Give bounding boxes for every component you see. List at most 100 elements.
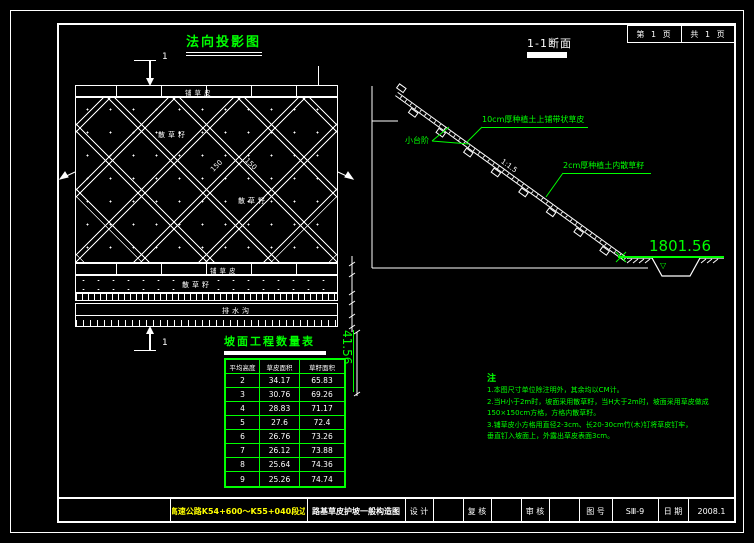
- notes-heading: 注: [487, 374, 497, 384]
- titleblock-divider: [307, 499, 308, 523]
- cell: 8: [226, 458, 260, 471]
- table-row: 2 34.17 65.83: [226, 374, 344, 388]
- seed-soil-label: 2cm厚种植土内散草籽: [563, 161, 645, 170]
- masonry-band-2: [75, 316, 338, 327]
- cell: 4: [226, 402, 260, 415]
- cut-number-bottom: 1: [162, 338, 168, 348]
- review-label: 审 核: [525, 506, 545, 516]
- section-title: 1-1断面: [527, 37, 572, 50]
- ditch-strip: [75, 303, 338, 316]
- titleblock-top-line: [59, 497, 734, 499]
- col-header: 草皮面积: [260, 360, 300, 373]
- section-title-bar: [527, 52, 567, 58]
- cell: 74.74: [311, 474, 333, 484]
- outer-border: [10, 10, 744, 533]
- note-line: 2.当H小于2m时，坡面采用散草籽，当H大于2m时，坡面采用草皮做成: [487, 398, 709, 406]
- titleblock-divider: [579, 499, 580, 523]
- quantity-table: 平均高度 草皮面积 草籽面积 2 34.17 65.83 3 30.76 69.…: [224, 358, 346, 488]
- sod-label-underline: [482, 127, 588, 128]
- cut-tick-top: [149, 60, 151, 80]
- quantity-table-title: 坡面工程数量表: [224, 335, 315, 348]
- drawing-title: 路基草皮护坡一般构造图: [312, 506, 400, 516]
- dim-tick: [318, 66, 319, 86]
- table-row: 6 26.76 73.26: [226, 430, 344, 444]
- seed-label-2: 散草籽: [238, 197, 268, 205]
- titleblock-divider: [612, 499, 613, 523]
- cell: 65.83: [311, 376, 333, 385]
- grass-strip-label: 铺草皮: [210, 267, 239, 275]
- date-label: 日 期: [663, 506, 683, 516]
- table-row: 5 27.6 72.4: [226, 416, 344, 430]
- cell: 9: [226, 472, 260, 486]
- masonry-band-1: [75, 293, 338, 301]
- inner-border: [57, 23, 736, 523]
- table-row: 8 25.64 74.36: [226, 458, 344, 472]
- seed-label-1: 散草籽: [158, 131, 188, 139]
- cell: 69.26: [311, 390, 333, 399]
- cell: 25.26: [260, 472, 300, 486]
- cell: 6: [226, 430, 260, 443]
- note-line: 1.本图尺寸单位除注明外，其余均以CM计。: [487, 386, 624, 394]
- figure-number-label: 图 号: [586, 506, 605, 516]
- cell: 27.6: [260, 416, 300, 429]
- titleblock-divider: [688, 499, 689, 523]
- cut-tick-bottom: [149, 332, 151, 350]
- titleblock-divider: [433, 499, 434, 523]
- cell: 30.76: [260, 388, 300, 401]
- cell: 71.17: [311, 404, 333, 413]
- grass-strip-top: [75, 85, 338, 97]
- cell: 25.64: [260, 458, 300, 471]
- col-header: 平均高度: [226, 360, 260, 373]
- cell: 74.36: [311, 460, 333, 469]
- page-number-cell: 第 1 页: [636, 29, 673, 39]
- cell: 34.17: [260, 374, 300, 387]
- ditch-strip-label: 排水沟: [222, 307, 252, 315]
- page-number-table: 第 1 页 共 1 页: [627, 25, 736, 43]
- date-value: 2008.1: [697, 506, 726, 516]
- col-header: 草籽面积: [309, 363, 335, 372]
- seed-label-underline: [563, 173, 651, 174]
- cell: 26.12: [260, 444, 300, 457]
- page-total-cell: 共 1 页: [681, 26, 735, 42]
- grass-strip: [75, 263, 338, 275]
- diamond-lattice: [75, 97, 338, 263]
- cell: 7: [226, 444, 260, 457]
- level-symbol-icon: ▽: [660, 261, 667, 270]
- cut-line-bottom: [134, 350, 156, 351]
- sod-label: 10cm厚种植土上铺带状草皮: [482, 115, 585, 124]
- cell: 3: [226, 388, 260, 401]
- project-name: 某高速公路K54+600～K55+040段边坡: [172, 506, 305, 516]
- cut-line-top: [134, 60, 156, 61]
- design-label: 设 计: [409, 506, 429, 516]
- grass-strip-top-label: 铺草皮: [185, 89, 214, 97]
- cell: 73.26: [311, 432, 333, 441]
- titleblock-divider: [491, 499, 492, 523]
- projection-title: 法向投影图: [186, 35, 262, 50]
- cell: 2: [226, 374, 260, 387]
- cell: 72.4: [313, 418, 331, 427]
- cell: 73.88: [311, 446, 333, 455]
- table-row: 4 28.83 71.17: [226, 402, 344, 416]
- quantity-title-bar: [224, 351, 326, 355]
- seed-strip-label: 散草籽: [180, 280, 214, 290]
- cell: 26.76: [260, 430, 300, 443]
- titleblock-divider: [463, 499, 464, 523]
- figure-number: SⅢ-9: [625, 506, 645, 516]
- title-underline: [186, 52, 262, 53]
- cell: 5: [226, 416, 260, 429]
- titleblock-divider: [658, 499, 659, 523]
- table-row: 9 25.26 74.74: [226, 472, 344, 486]
- titleblock-divider: [549, 499, 550, 523]
- table-row: 7 26.12 73.88: [226, 444, 344, 458]
- titleblock-divider: [521, 499, 522, 523]
- check-label: 复 核: [467, 506, 487, 516]
- table-row: 3 30.76 69.26: [226, 388, 344, 402]
- note-line: 3.铺草皮小方格用直径2-3cm、长20-30cm竹(木)钉将草皮钉牢，: [487, 421, 693, 429]
- elevation-value: 1801.56: [649, 237, 712, 255]
- cell: 28.83: [260, 402, 300, 415]
- title-underline-2: [186, 55, 262, 56]
- table-header-row: 平均高度 草皮面积 草籽面积: [226, 360, 344, 374]
- titleblock-divider: [405, 499, 406, 523]
- cut-number-top: 1: [162, 52, 168, 62]
